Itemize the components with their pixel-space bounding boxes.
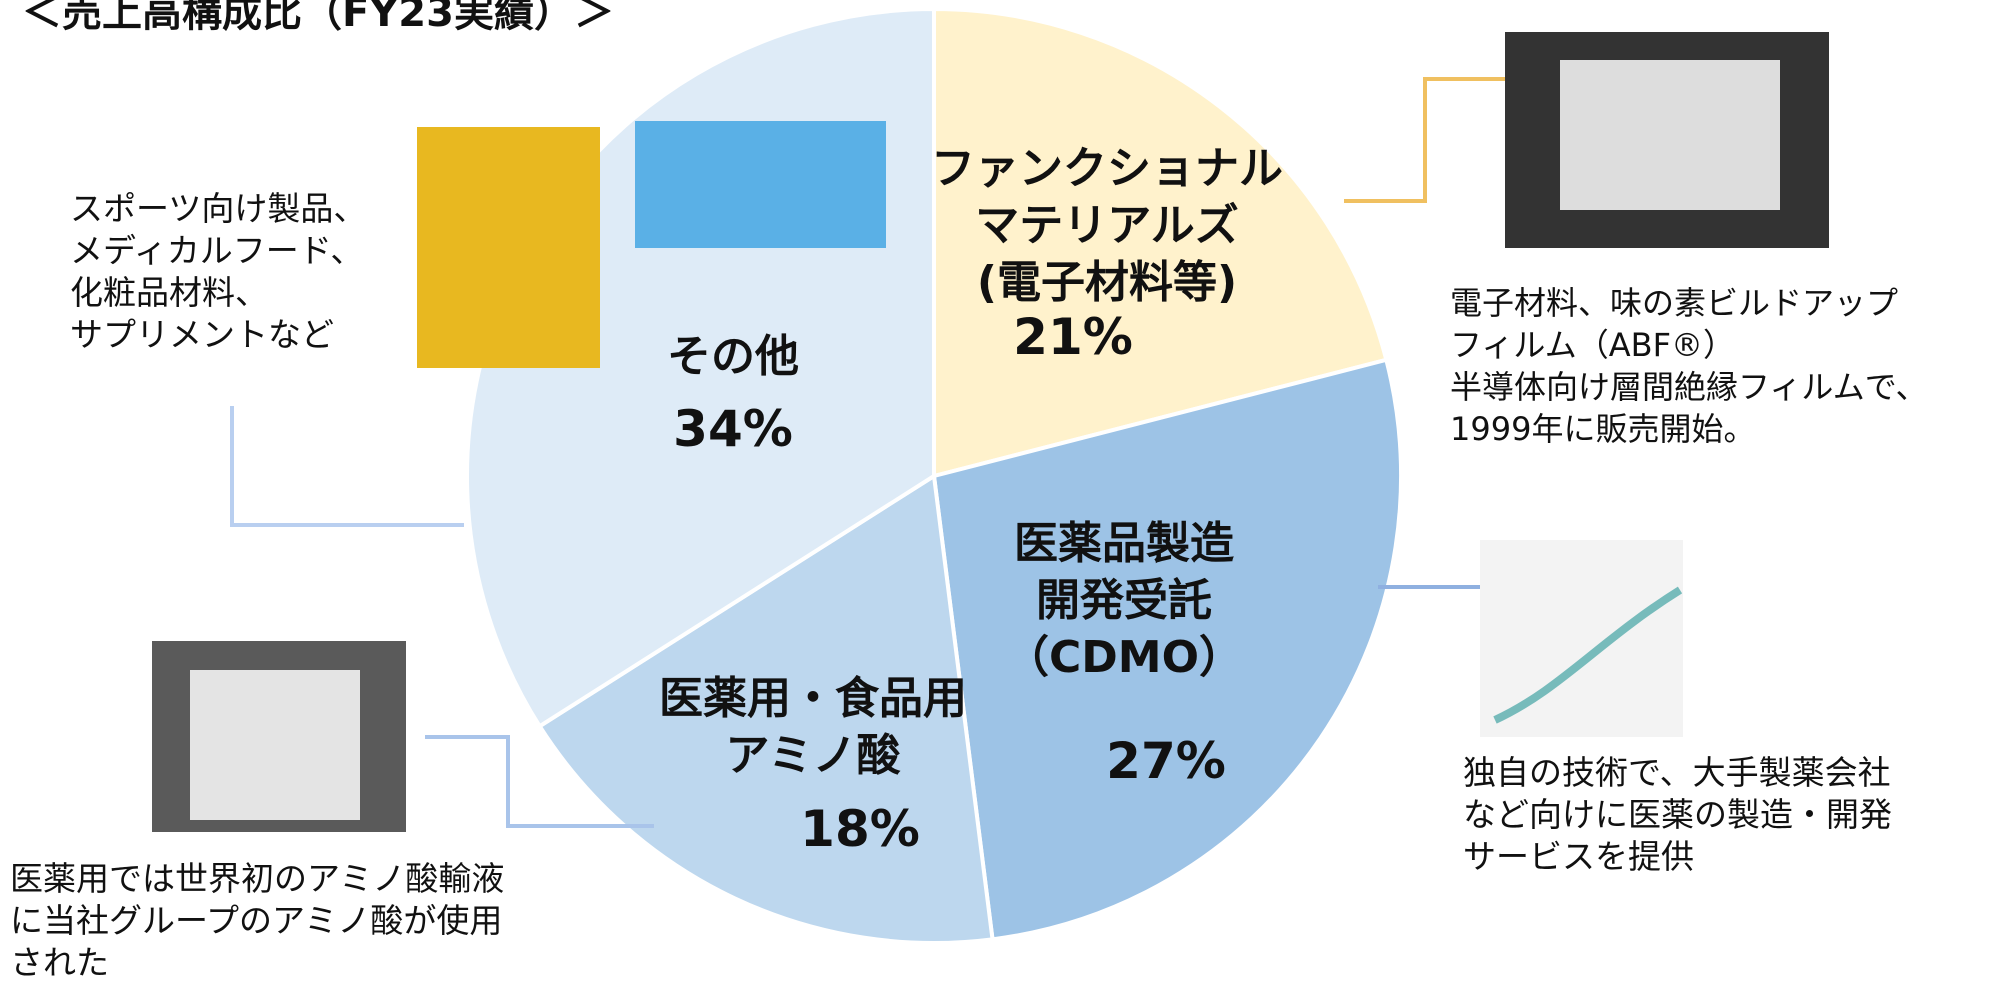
annotation: スポーツ向け製品、 メディカルフード、 化粧品材料、 サプリメントなど: [70, 188, 366, 356]
connector: [232, 406, 464, 525]
slice-label: ファンクショナル マテリアルズ (電子材料等): [931, 140, 1283, 311]
slice-label: その他: [667, 328, 799, 385]
value-label: 21%: [1013, 308, 1133, 366]
product-image: [1480, 540, 1683, 737]
annotation: 医薬用では世界初のアミノ酸輸液 に当社グループのアミノ酸が使用 された: [10, 858, 504, 984]
product-image: [417, 127, 600, 368]
chart-title: ＜売上高構成比（FY23実績）＞: [22, 0, 614, 38]
product-image: [1560, 60, 1780, 210]
product-image: [635, 121, 886, 248]
product-image: [190, 670, 360, 820]
value-label: 18%: [800, 800, 920, 858]
value-label: 27%: [1106, 732, 1226, 790]
annotation: 独自の技術で、大手製薬会社 など向けに医薬の製造・開発 サービスを提供: [1463, 752, 1892, 878]
connector: [1344, 79, 1505, 201]
annotation: 電子材料、味の素ビルドアップ フィルム（ABF®） 半導体向け層間絶縁フィルムで…: [1450, 282, 1927, 450]
slice-label: 医薬用・食品用 アミノ酸: [659, 670, 967, 784]
page: ＜売上高構成比（FY23実績）＞ 電子材料、味の素ビルドアップ フィルム（ABF…: [0, 0, 1989, 989]
value-label: 34%: [673, 400, 793, 458]
slice-label: 医薬品製造 開発受託 （CDMO）: [1005, 515, 1243, 686]
